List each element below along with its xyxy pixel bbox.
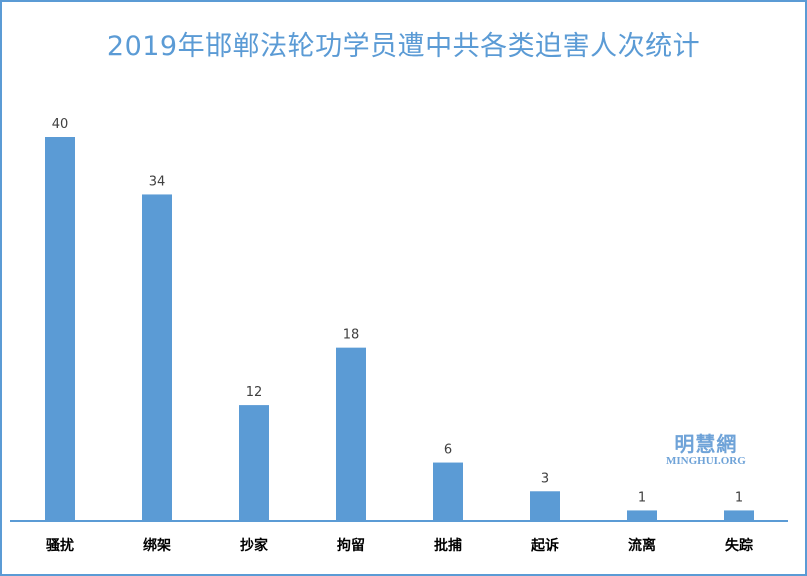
category-label-3: 抄家 [240,537,269,554]
bar-2 [142,194,172,520]
bar-7 [627,510,657,520]
category-label-5: 批捕 [434,537,462,554]
watermark-cn: 明慧網 [674,432,738,456]
data-label-3: 12 [246,385,263,400]
data-label-5: 6 [444,443,452,458]
bar-5 [433,462,463,520]
watermark-en: MINGHUI.ORG [666,455,746,467]
category-label-8: 失踪 [725,537,753,554]
data-label-1: 40 [52,117,69,132]
category-label-4: 拘留 [337,537,365,554]
bar-4 [336,347,366,520]
chart-title: 2019年邯郸法轮功学员遭中共各类迫害人次统计 [106,31,701,62]
data-label-8: 1 [735,490,743,505]
bar-3 [239,405,269,520]
data-label-2: 34 [149,174,166,189]
data-label-6: 3 [541,471,549,486]
bar-8 [724,510,754,520]
bar-1 [45,137,75,520]
category-label-6: 起诉 [530,537,559,554]
category-label-7: 流离 [628,537,656,554]
category-label-2: 绑架 [143,537,171,554]
data-label-4: 18 [343,328,360,343]
bar-6 [530,491,560,520]
minghui-watermark: 明慧網 MINGHUI.ORG [666,428,746,467]
category-label-1: 骚扰 [46,537,74,554]
data-label-7: 1 [638,490,646,505]
